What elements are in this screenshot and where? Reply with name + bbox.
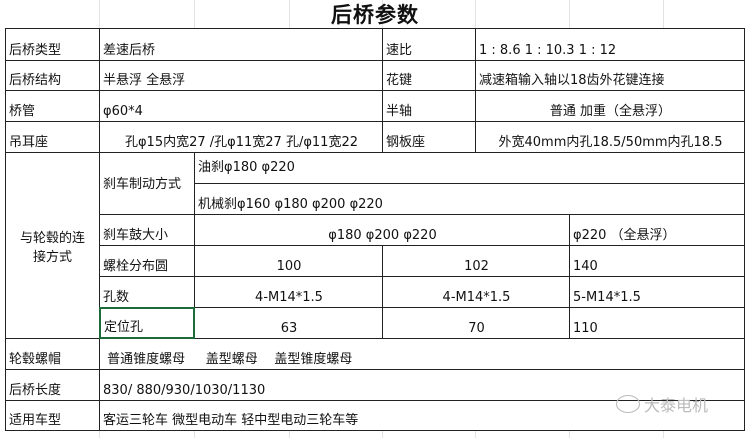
cell-lug-seat-value[interactable]: 孔φ15内宽27 /孔φ11宽27 孔/φ11宽22 bbox=[99, 121, 383, 153]
cell-locating-hole-2[interactable]: 70 bbox=[382, 307, 570, 339]
sheet-title: 后桥参数 bbox=[331, 3, 419, 27]
cell-vehicles-value[interactable]: 客运三轮车 微型电动车 轻中型电动三轮车等 bbox=[99, 400, 745, 431]
cell-spline-value[interactable]: 减速箱输入轴以18齿外花键连接 bbox=[475, 60, 745, 91]
cell-axle-type-value[interactable]: 差速后桥 bbox=[99, 28, 383, 61]
cell-oil-brake[interactable]: 油刹φ180 φ220 bbox=[194, 152, 745, 184]
hub-connection-label-text: 与轮毂的连接方式 bbox=[19, 230, 85, 265]
cell-bolt-circle-label[interactable]: 螺栓分布圆 bbox=[99, 245, 195, 277]
cell-hole-count-3[interactable]: 5-M14*1.5 bbox=[569, 276, 745, 308]
cell-bolt-circle-1[interactable]: 100 bbox=[194, 245, 383, 277]
cell-leaf-seat-label[interactable]: 钢板座 bbox=[382, 121, 476, 153]
cell-hole-count-2[interactable]: 4-M14*1.5 bbox=[382, 276, 570, 308]
cell-axle-structure-value[interactable]: 半悬浮 全悬浮 bbox=[99, 60, 383, 91]
cell-ratio-label[interactable]: 速比 bbox=[382, 28, 476, 61]
watermark-text: 大泰电机 bbox=[644, 396, 709, 415]
cell-bolt-circle-2[interactable]: 102 bbox=[382, 245, 570, 277]
cell-locating-hole-1[interactable]: 63 bbox=[194, 307, 383, 339]
cell-half-shaft-label[interactable]: 半轴 bbox=[382, 90, 476, 122]
cell-hub-connection-label[interactable]: 与轮毂的连接方式 bbox=[5, 152, 100, 339]
cell-locating-hole-label-selected[interactable]: 定位孔 bbox=[99, 307, 195, 339]
cell-hole-count-label[interactable]: 孔数 bbox=[99, 276, 195, 308]
cell-axle-tube-label[interactable]: 桥管 bbox=[5, 90, 100, 122]
cell-axle-tube-value[interactable]: φ60*4 bbox=[99, 90, 383, 122]
cell-hub-nut-label[interactable]: 轮毂螺帽 bbox=[5, 338, 100, 370]
cell-axle-length-label[interactable]: 后桥长度 bbox=[5, 369, 100, 401]
cell-bolt-circle-3[interactable]: 140 bbox=[569, 245, 745, 277]
cell-spline-label[interactable]: 花键 bbox=[382, 60, 476, 91]
cell-half-shaft-value[interactable]: 普通 加重（全悬浮） bbox=[475, 90, 745, 122]
cell-leaf-seat-value[interactable]: 外宽40mm内孔18.5/50mm内孔18.5 bbox=[475, 121, 745, 153]
watermark: 大泰电机 bbox=[616, 392, 708, 416]
cell-drum-size-full-float[interactable]: φ220 （全悬浮） bbox=[569, 214, 745, 246]
cell-locating-hole-3[interactable]: 110 bbox=[569, 307, 745, 339]
cell-drum-size-value[interactable]: φ180 φ200 φ220 bbox=[194, 214, 570, 246]
cell-axle-structure-label[interactable]: 后桥结构 bbox=[5, 60, 100, 91]
cell-drum-size-label[interactable]: 刹车鼓大小 bbox=[99, 214, 195, 246]
cell-vehicles-label[interactable]: 适用车型 bbox=[5, 400, 100, 431]
cell-hub-nut-value[interactable]: 普通锥度螺母 盖型螺母 盖型锥度螺母 bbox=[99, 338, 745, 370]
cell-brake-method-label[interactable]: 刹车制动方式 bbox=[99, 152, 195, 215]
cell-mechanical-brake[interactable]: 机械刹φ160 φ180 φ200 φ220 bbox=[194, 183, 745, 215]
cell-lug-seat-label[interactable]: 吊耳座 bbox=[5, 121, 100, 153]
cell-axle-type-label[interactable]: 后桥类型 bbox=[5, 28, 100, 61]
wechat-icon bbox=[616, 395, 640, 413]
cell-hole-count-1[interactable]: 4-M14*1.5 bbox=[194, 276, 383, 308]
cell-ratio-value[interactable]: 1 : 8.6 1 : 10.3 1 : 12 bbox=[475, 28, 745, 61]
